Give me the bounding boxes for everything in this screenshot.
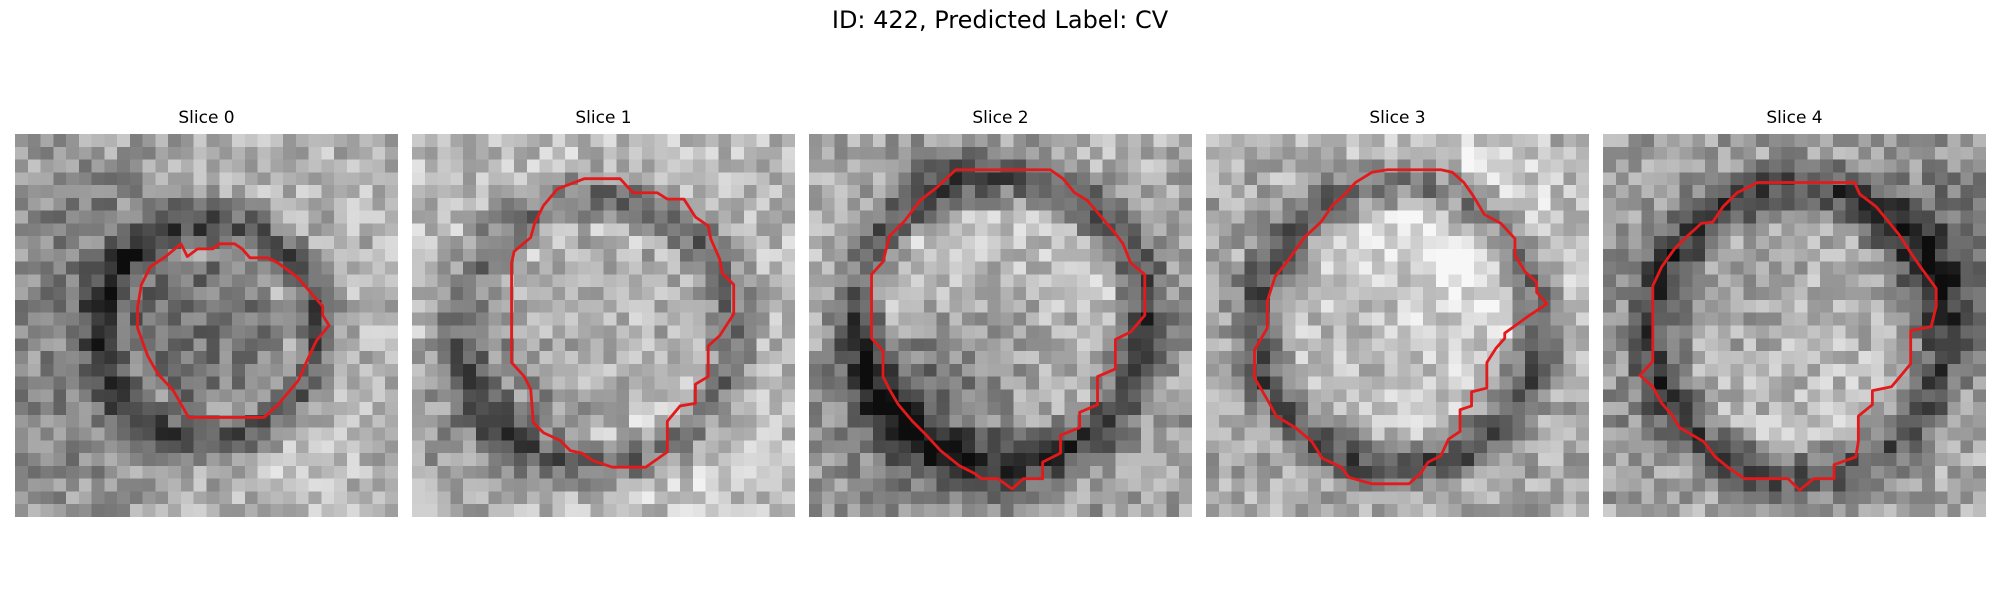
slice-title-2: Slice 2 (972, 108, 1029, 128)
slice-title-4: Slice 4 (1766, 108, 1823, 128)
segmentation-contour-0 (136, 242, 331, 419)
slice-title-0: Slice 0 (178, 108, 235, 128)
slice-image-4 (1603, 134, 1986, 517)
slice-image-0 (15, 134, 398, 517)
slice-image-2 (809, 134, 1192, 517)
segmentation-contour-1 (510, 177, 736, 469)
slice-title-1: Slice 1 (575, 108, 632, 128)
slice-image-3 (1206, 134, 1589, 517)
slice-image-1 (412, 134, 795, 517)
segmentation-contour-3 (1253, 168, 1549, 486)
segmentation-contour-4 (1638, 181, 1938, 492)
slice-title-3: Slice 3 (1369, 108, 1426, 128)
figure-title: ID: 422, Predicted Label: CV (831, 6, 1169, 34)
segmentation-contour-2 (870, 168, 1147, 491)
